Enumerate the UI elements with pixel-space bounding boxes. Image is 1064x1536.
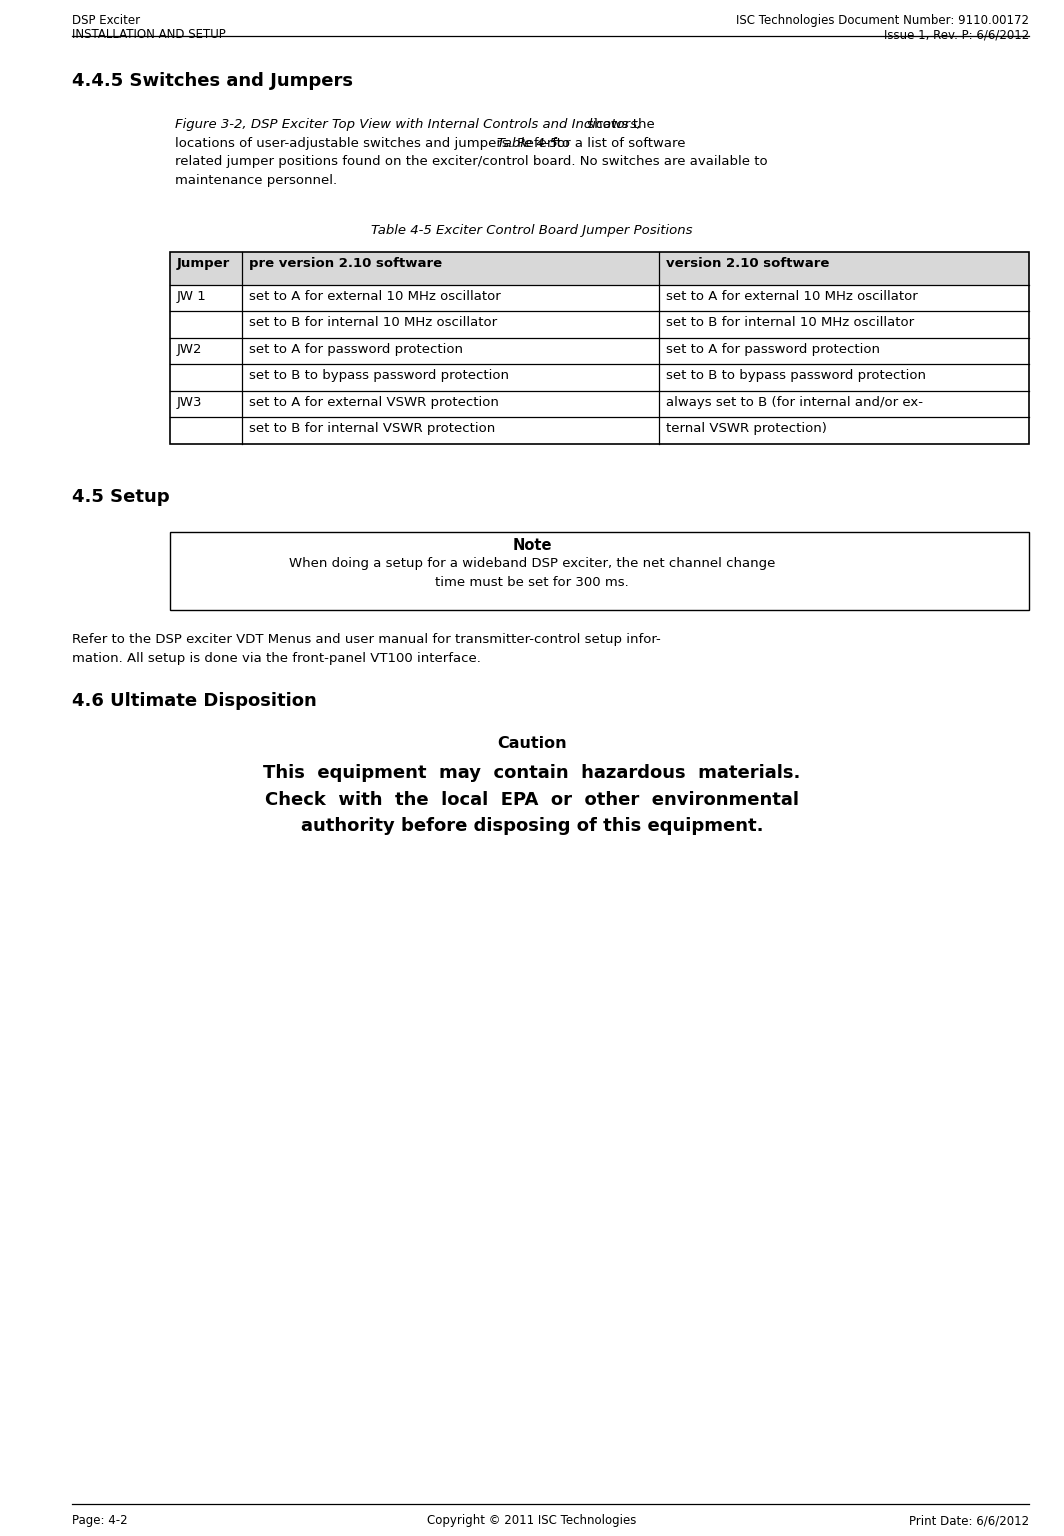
Text: Caution: Caution [497, 736, 567, 751]
Text: JW2: JW2 [177, 343, 202, 355]
Text: Copyright © 2011 ISC Technologies: Copyright © 2011 ISC Technologies [428, 1514, 636, 1527]
Text: Jumper: Jumper [177, 257, 230, 269]
Text: set to A for password protection: set to A for password protection [666, 343, 880, 355]
Text: 4.5 Setup: 4.5 Setup [72, 487, 169, 505]
Bar [170, 252, 1029, 284]
Text: pre version 2.10 software: pre version 2.10 software [249, 257, 443, 269]
Text: JW3: JW3 [177, 395, 202, 409]
Text: Check  with  the  local  EPA  or  other  environmental: Check with the local EPA or other enviro… [265, 791, 799, 808]
Text: set to B to bypass password protection: set to B to bypass password protection [249, 369, 509, 382]
Text: Table 4-5 Exciter Control Board Jumper Positions: Table 4-5 Exciter Control Board Jumper P… [371, 224, 693, 237]
Text: Refer to the DSP exciter VDT Menus and user manual for transmitter-control setup: Refer to the DSP exciter VDT Menus and u… [72, 633, 661, 647]
Text: INSTALLATION AND SETUP: INSTALLATION AND SETUP [72, 29, 226, 41]
Text: for a list of software: for a list of software [548, 137, 686, 149]
Text: set to B for internal 10 MHz oscillator: set to B for internal 10 MHz oscillator [666, 316, 914, 329]
Bar [170, 252, 1029, 444]
Text: 4.6 Ultimate Disposition: 4.6 Ultimate Disposition [72, 693, 317, 710]
Text: set to B for internal VSWR protection: set to B for internal VSWR protection [249, 422, 495, 435]
Text: ISC Technologies Document Number: 9110.00172: ISC Technologies Document Number: 9110.0… [736, 14, 1029, 28]
Text: Page: 4-2: Page: 4-2 [72, 1514, 128, 1527]
Text: time must be set for 300 ms.: time must be set for 300 ms. [435, 576, 629, 588]
Text: Issue 1, Rev. P: 6/6/2012: Issue 1, Rev. P: 6/6/2012 [884, 29, 1029, 41]
Text: set to B to bypass password protection: set to B to bypass password protection [666, 369, 926, 382]
Text: set to A for external VSWR protection: set to A for external VSWR protection [249, 395, 499, 409]
Text: 4.4.5 Switches and Jumpers: 4.4.5 Switches and Jumpers [72, 72, 353, 91]
Text: Print Date: 6/6/2012: Print Date: 6/6/2012 [909, 1514, 1029, 1527]
Text: When doing a setup for a wideband DSP exciter, the net channel change: When doing a setup for a wideband DSP ex… [288, 558, 776, 570]
Text: locations of user-adjustable switches and jumpers. Refer to: locations of user-adjustable switches an… [174, 137, 575, 149]
Text: related jumper positions found on the exciter/control board. No switches are ava: related jumper positions found on the ex… [174, 155, 767, 167]
Text: ternal VSWR protection): ternal VSWR protection) [666, 422, 827, 435]
Text: This  equipment  may  contain  hazardous  materials.: This equipment may contain hazardous mat… [263, 763, 801, 782]
Text: Table 4-5: Table 4-5 [497, 137, 558, 149]
Text: set to A for external 10 MHz oscillator: set to A for external 10 MHz oscillator [666, 289, 917, 303]
Text: Figure 3-2, DSP Exciter Top View with Internal Controls and Indicators,: Figure 3-2, DSP Exciter Top View with In… [174, 118, 642, 131]
Bar [170, 531, 1029, 610]
Text: set to A for external 10 MHz oscillator: set to A for external 10 MHz oscillator [249, 289, 501, 303]
Text: JW 1: JW 1 [177, 289, 206, 303]
Text: shows the: shows the [583, 118, 655, 131]
Text: always set to B (for internal and/or ex-: always set to B (for internal and/or ex- [666, 395, 922, 409]
Text: maintenance personnel.: maintenance personnel. [174, 174, 337, 186]
Text: DSP Exciter: DSP Exciter [72, 14, 140, 28]
Text: Note: Note [512, 538, 552, 553]
Text: set to A for password protection: set to A for password protection [249, 343, 463, 355]
Text: set to B for internal 10 MHz oscillator: set to B for internal 10 MHz oscillator [249, 316, 497, 329]
Text: version 2.10 software: version 2.10 software [666, 257, 829, 269]
Text: mation. All setup is done via the front-panel VT100 interface.: mation. All setup is done via the front-… [72, 651, 481, 665]
Text: authority before disposing of this equipment.: authority before disposing of this equip… [301, 817, 763, 836]
